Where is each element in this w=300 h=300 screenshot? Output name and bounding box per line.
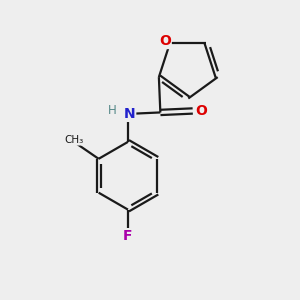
Text: O: O bbox=[159, 34, 171, 48]
Text: F: F bbox=[123, 229, 133, 243]
Text: N: N bbox=[124, 107, 135, 121]
Text: H: H bbox=[107, 104, 116, 118]
Text: CH₃: CH₃ bbox=[64, 135, 83, 145]
Text: O: O bbox=[195, 104, 207, 118]
